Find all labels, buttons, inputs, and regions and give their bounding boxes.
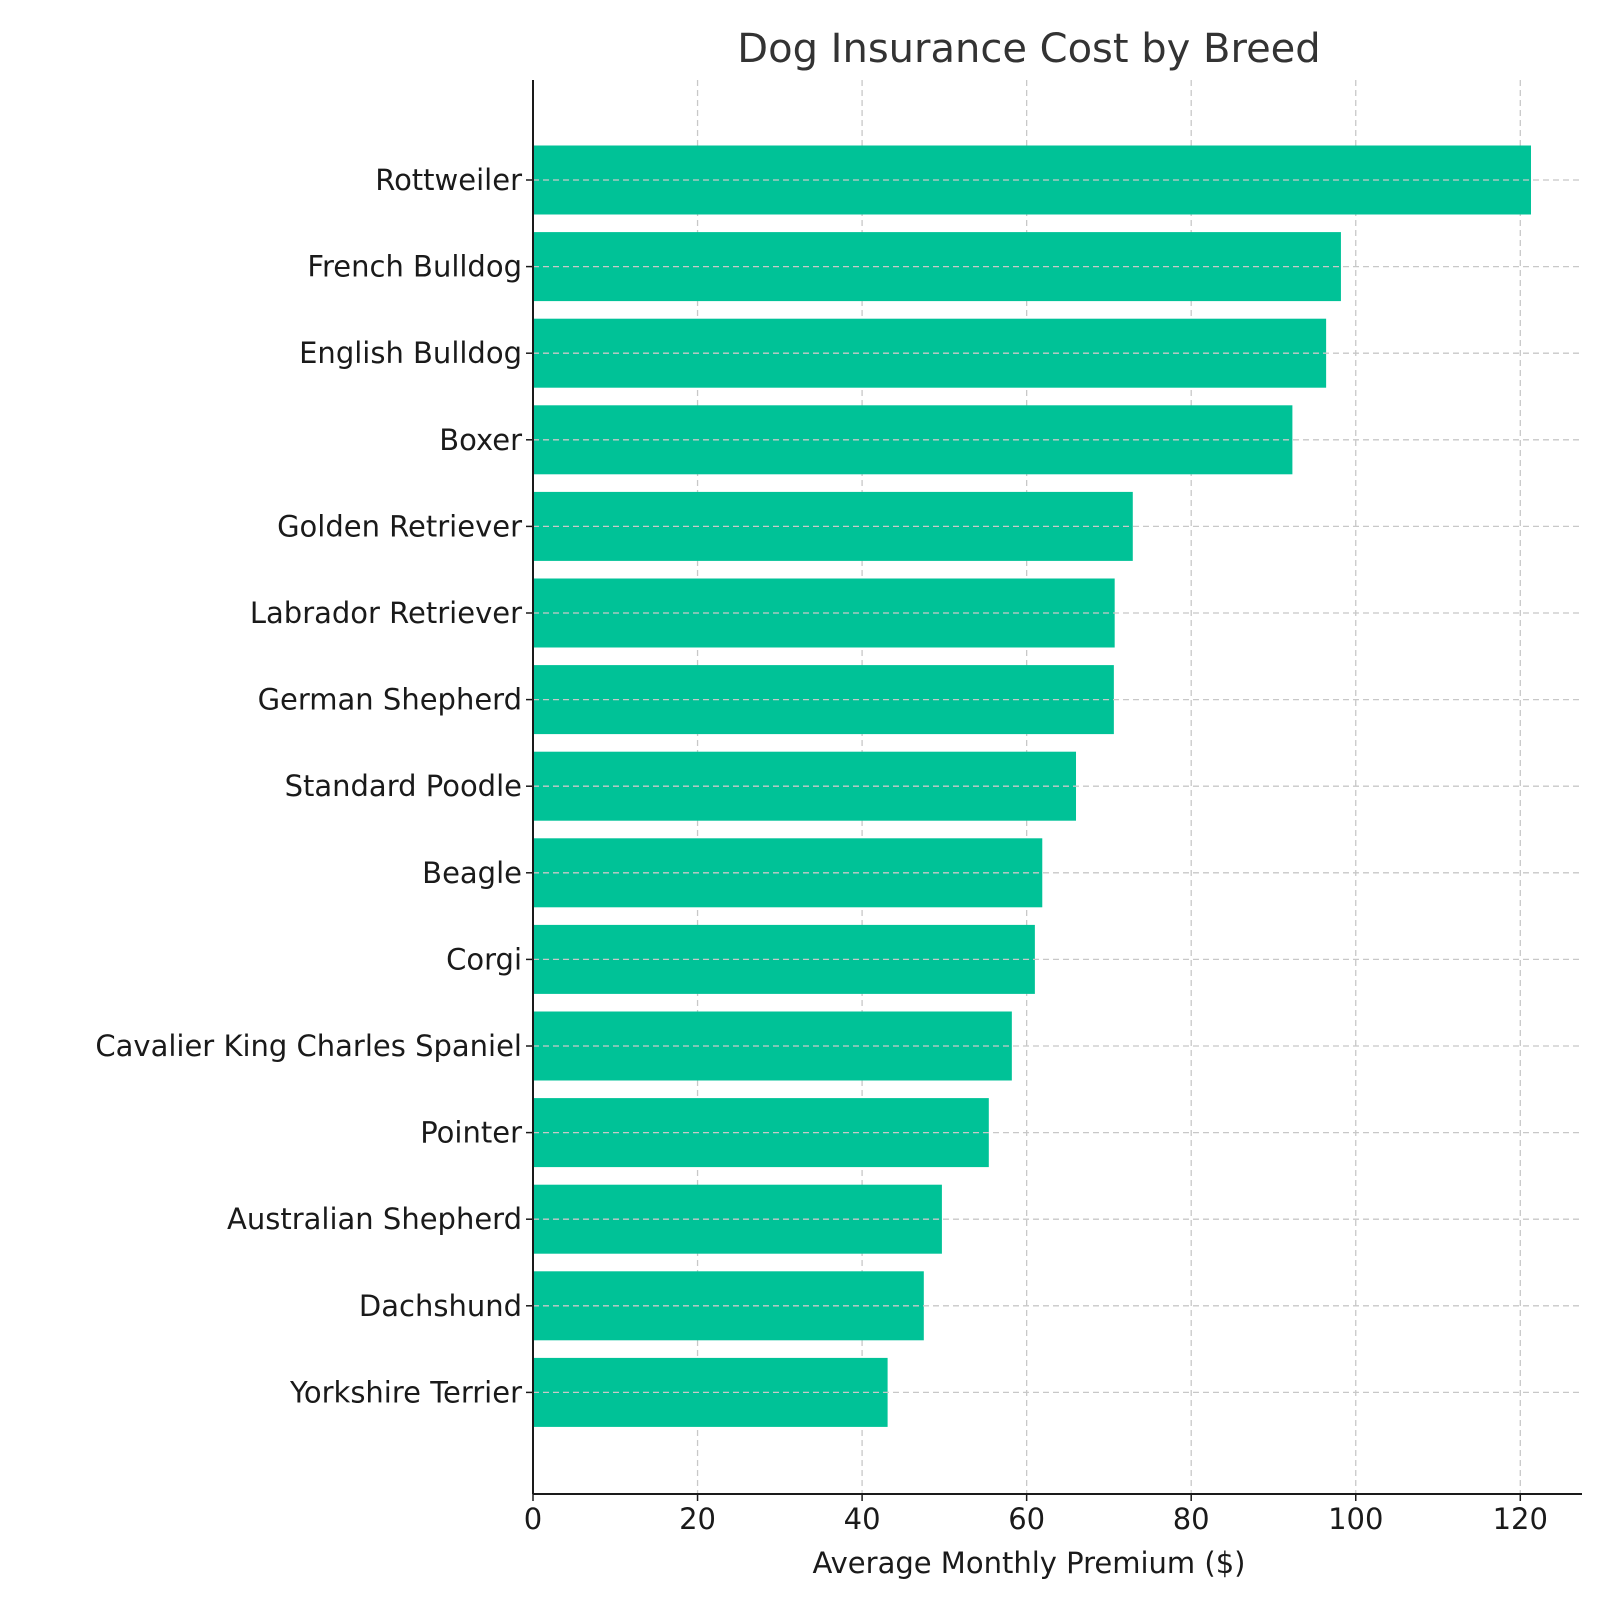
y-tick-label: Dachshund xyxy=(359,1289,522,1323)
y-tick-label: Rottweiler xyxy=(375,163,522,197)
x-tick-label: 100 xyxy=(1328,1502,1383,1536)
axes xyxy=(532,80,1582,1495)
x-axis-label: Average Monthly Premium ($) xyxy=(813,1546,1246,1580)
y-tick-label: German Shepherd xyxy=(258,683,522,717)
x-tick-label: 120 xyxy=(1493,1502,1548,1536)
bars xyxy=(533,145,1531,1427)
bar xyxy=(533,491,1133,561)
y-tick-label: Boxer xyxy=(439,423,522,457)
x-tick-label: 60 xyxy=(1008,1502,1045,1536)
y-tick-label: Labrador Retriever xyxy=(250,596,522,630)
x-tick-labels: 0 20 40 60 80 100 120 xyxy=(524,1494,1548,1536)
bar xyxy=(533,1011,1012,1081)
chart-title: Dog Insurance Cost by Breed xyxy=(737,26,1320,72)
y-tick-label: Yorkshire Terrier xyxy=(289,1375,522,1409)
x-tick-label: 20 xyxy=(679,1502,716,1536)
y-tick-label: Standard Poodle xyxy=(285,769,522,803)
y-tick-label: French Bulldog xyxy=(307,250,522,284)
bar xyxy=(533,145,1531,215)
x-tick-label: 40 xyxy=(844,1502,881,1536)
bar xyxy=(533,1098,989,1168)
y-tick-label: Golden Retriever xyxy=(277,509,522,543)
y-tick-labels: Rottweiler French Bulldog English Bulldog B… xyxy=(95,163,533,1409)
x-tick-label: 80 xyxy=(1173,1502,1210,1536)
x-tick-label: 0 xyxy=(524,1502,542,1536)
y-tick-label: Corgi xyxy=(446,942,522,976)
y-tick-label: Beagle xyxy=(422,856,522,890)
y-tick-label: Cavalier King Charles Spaniel xyxy=(95,1029,522,1063)
y-tick-label: Australian Shepherd xyxy=(227,1202,522,1236)
y-tick-label: English Bulldog xyxy=(299,336,522,370)
y-tick-label: Pointer xyxy=(420,1116,522,1150)
